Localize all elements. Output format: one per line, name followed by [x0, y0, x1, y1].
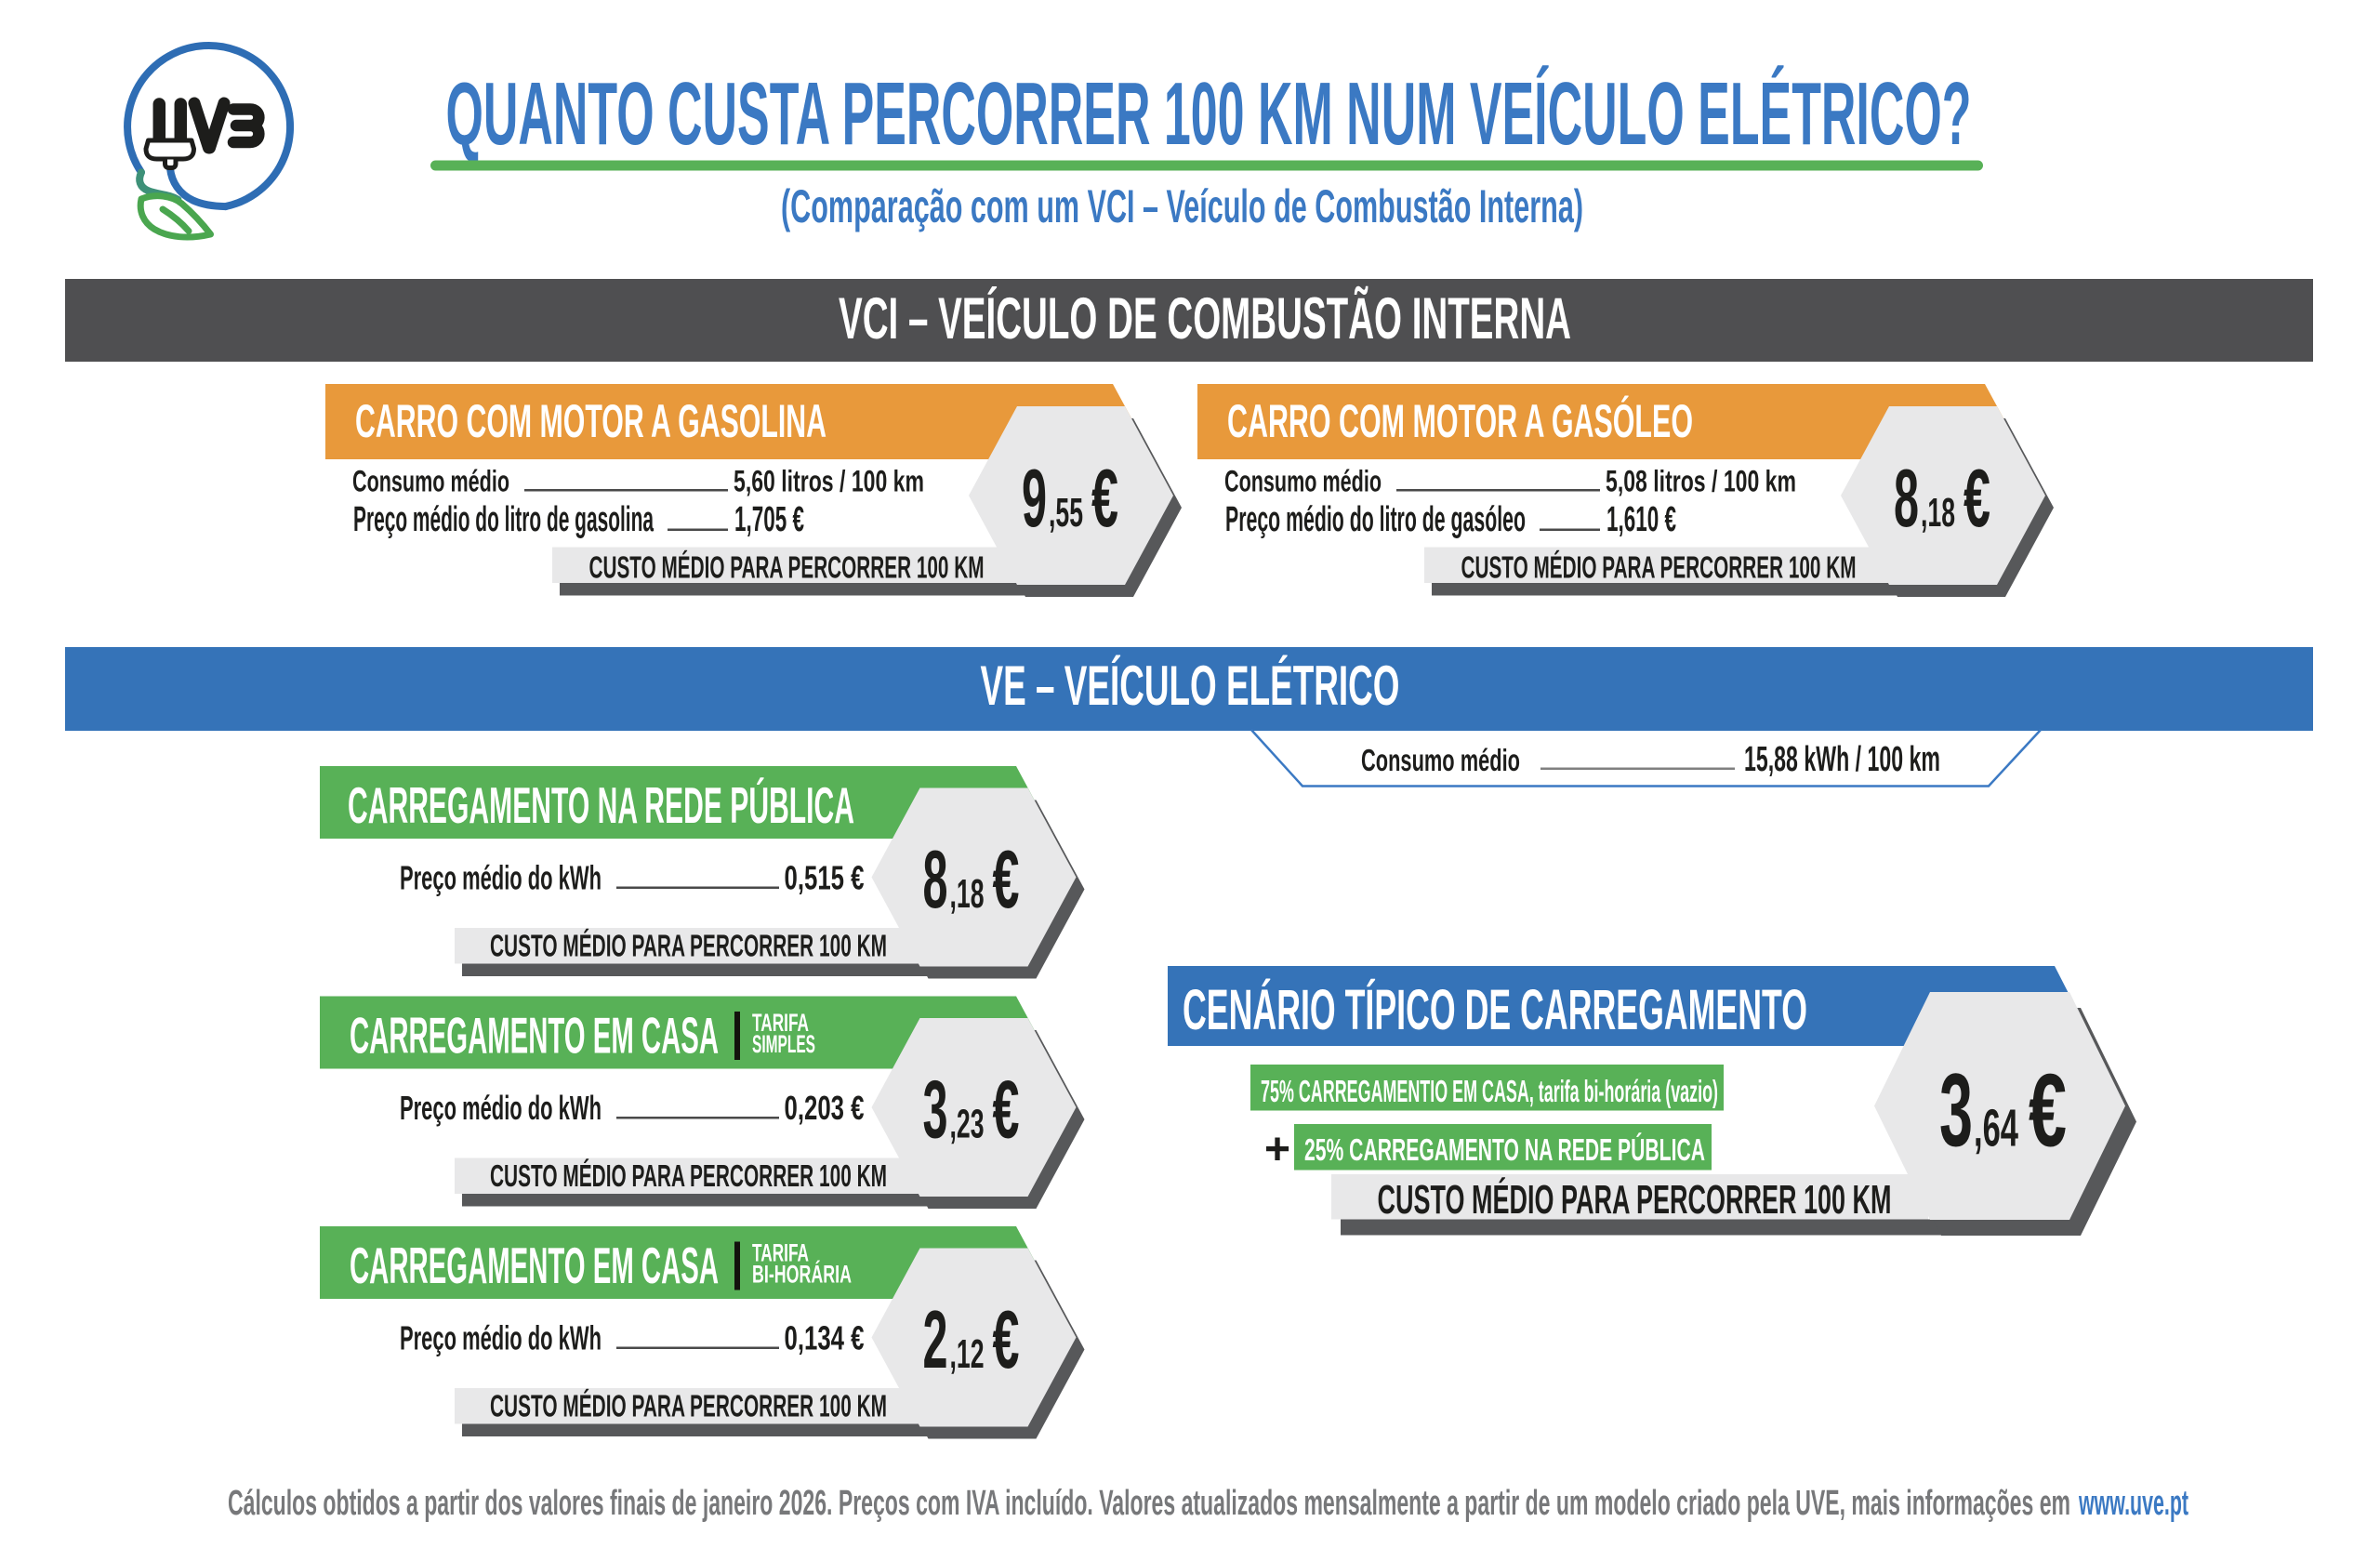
svg-text:1,610 €: 1,610 €: [1606, 500, 1676, 539]
svg-text:,55: ,55: [1049, 490, 1083, 536]
svg-text:VCI – VEÍCULO DE COMBUSTÃO INT: VCI – VEÍCULO DE COMBUSTÃO INTERNA: [839, 285, 1571, 351]
svg-text:QUANTO CUSTA PERCORRER 100 KM: QUANTO CUSTA PERCORRER 100 KM NUM VEÍCUL…: [446, 64, 1972, 164]
svg-text:TARIFA: TARIFA: [752, 1239, 809, 1267]
svg-text:8: 8: [923, 833, 948, 925]
svg-text:CUSTO MÉDIO PARA PERCORRER 100: CUSTO MÉDIO PARA PERCORRER 100 KM: [589, 550, 985, 585]
svg-text:VE – VEÍCULO ELÉTRICO: VE – VEÍCULO ELÉTRICO: [981, 655, 1400, 717]
svg-text:Consumo médio: Consumo médio: [352, 465, 509, 498]
svg-text:CARREGAMENTO EM CASA: CARREGAMENTO EM CASA: [350, 1007, 719, 1065]
svg-text:25% CARREGAMENTO NA REDE PÚBLI: 25% CARREGAMENTO NA REDE PÚBLICA: [1304, 1132, 1705, 1167]
svg-text:CARREGAMENTO NA REDE PÚBLICA: CARREGAMENTO NA REDE PÚBLICA: [348, 776, 854, 834]
svg-text:CARREGAMENTO EM CASA: CARREGAMENTO EM CASA: [350, 1237, 719, 1294]
svg-text:€: €: [993, 833, 1020, 925]
svg-text:0,203 €: 0,203 €: [785, 1089, 865, 1127]
svg-text:Consumo médio: Consumo médio: [1224, 465, 1382, 498]
svg-text:TARIFA: TARIFA: [752, 1009, 809, 1037]
svg-text:Preço médio do litro de gasóle: Preço médio do litro de gasóleo: [1225, 500, 1526, 539]
svg-text:www.uve.pt: www.uve.pt: [2078, 1484, 2188, 1523]
svg-text:Preço médio do kWh: Preço médio do kWh: [400, 859, 602, 897]
svg-text:2: 2: [923, 1293, 948, 1385]
svg-text:,12: ,12: [950, 1331, 985, 1377]
svg-text:CENÁRIO TÍPICO DE CARREGAMENTO: CENÁRIO TÍPICO DE CARREGAMENTO: [1183, 978, 1807, 1041]
svg-text:5,08 litros / 100 km: 5,08 litros / 100 km: [1606, 465, 1796, 498]
svg-text:BI-HORÁRIA: BI-HORÁRIA: [752, 1261, 852, 1289]
svg-text:€: €: [993, 1064, 1020, 1156]
svg-text:€: €: [2029, 1053, 2067, 1169]
svg-text:CUSTO MÉDIO PARA PERCORRER 100: CUSTO MÉDIO PARA PERCORRER 100 KM: [490, 1389, 887, 1423]
svg-text:75% CARREGAMENTIO EM CASA, tar: 75% CARREGAMENTIO EM CASA, tarifa bi-hor…: [1261, 1074, 1718, 1108]
svg-text:€: €: [1091, 452, 1118, 544]
svg-text:Preço médio do kWh: Preço médio do kWh: [400, 1319, 602, 1357]
svg-text:Preço médio do litro de gasoli: Preço médio do litro de gasolina: [353, 500, 654, 539]
svg-text:CARRO COM MOTOR A GASOLINA: CARRO COM MOTOR A GASOLINA: [355, 395, 826, 447]
svg-text:CUSTO MÉDIO PARA PERCORRER 100: CUSTO MÉDIO PARA PERCORRER 100 KM: [490, 1158, 887, 1193]
svg-text:5,60 litros / 100 km: 5,60 litros / 100 km: [734, 465, 924, 498]
svg-text:SIMPLES: SIMPLES: [752, 1030, 815, 1058]
svg-text:0,515 €: 0,515 €: [785, 859, 865, 897]
svg-text:,64: ,64: [1974, 1099, 2018, 1158]
svg-text:CUSTO MÉDIO PARA PERCORRER 100: CUSTO MÉDIO PARA PERCORRER 100 KM: [1461, 550, 1857, 585]
svg-text:(Comparação com um VCI – Veícu: (Comparação com um VCI – Veículo de Comb…: [781, 180, 1583, 232]
svg-text:Preço médio do kWh: Preço médio do kWh: [400, 1089, 602, 1127]
svg-text:,18: ,18: [1921, 490, 1955, 536]
svg-text:CUSTO MÉDIO PARA PERCORRER 100: CUSTO MÉDIO PARA PERCORRER 100 KM: [490, 929, 887, 963]
svg-text:3: 3: [1939, 1053, 1973, 1169]
svg-text:Consumo médio: Consumo médio: [1361, 744, 1520, 778]
svg-text:9: 9: [1022, 452, 1047, 544]
svg-text:0,134 €: 0,134 €: [785, 1319, 865, 1357]
svg-text:Cálculos obtidos a partir dos: Cálculos obtidos a partir dos valores fi…: [228, 1484, 2070, 1523]
svg-text:€: €: [1964, 452, 1990, 544]
svg-text:3: 3: [923, 1064, 948, 1156]
svg-text:CUSTO MÉDIO PARA PERCORRER 100: CUSTO MÉDIO PARA PERCORRER 100 KM: [1378, 1176, 1892, 1223]
svg-text:15,88 kWh / 100 km: 15,88 kWh / 100 km: [1744, 740, 1940, 779]
svg-text:+: +: [1264, 1125, 1290, 1174]
svg-text:,18: ,18: [950, 871, 985, 917]
svg-text:€: €: [993, 1293, 1020, 1385]
svg-text:CARRO COM MOTOR A GASÓLEO: CARRO COM MOTOR A GASÓLEO: [1227, 395, 1693, 447]
svg-text:8: 8: [1894, 452, 1919, 544]
svg-text:,23: ,23: [950, 1102, 985, 1147]
svg-text:1,705 €: 1,705 €: [734, 500, 804, 539]
